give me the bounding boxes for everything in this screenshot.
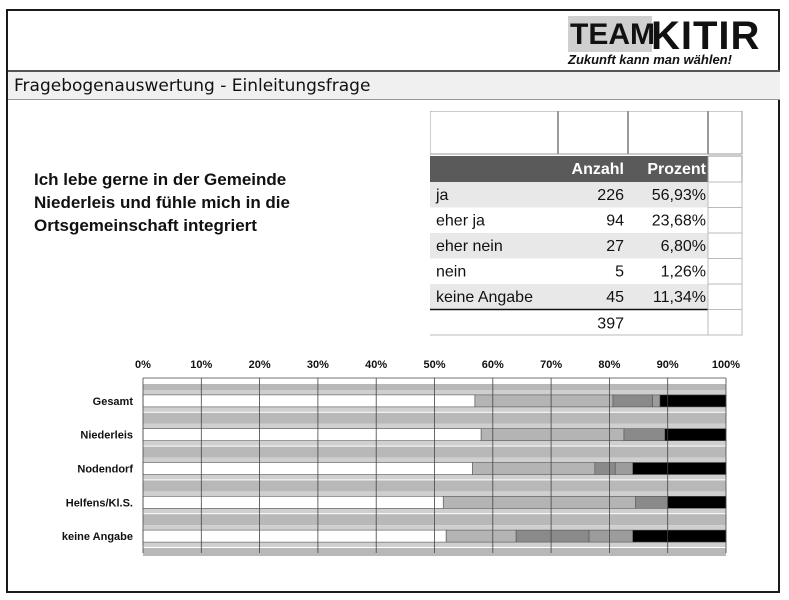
table-row-background [430,182,708,208]
question-line-1: Ich lebe gerne in der Gemeinde [34,170,287,189]
table-cell-count: 45 [606,289,624,306]
table-row-spare-cell [707,181,743,208]
chart-bar-segment [142,495,444,509]
chart-bar-segment [515,529,590,543]
chart-category-label: Niederleis [80,430,133,442]
logo-kitir-text: KITIR [651,14,761,58]
question-text: Ich lebe gerne in der Gemeinde Niederlei… [34,168,364,237]
table-row-background [430,284,708,310]
chart-bar-segment [142,394,476,408]
table-cell-label: eher ja [436,213,485,230]
chart-x-tick-label: 80% [598,359,620,371]
table-total-value: 397 [597,316,624,333]
table-cell-label: keine Angabe [436,289,533,306]
chart-bar-segment [445,529,517,543]
table-row-background [430,207,708,233]
table-cell-percent: 23,68% [652,213,706,230]
chart-bar-segment [142,462,473,475]
logo-slogan: Zukunft kann man wählen! [568,52,732,67]
chart-category-label: Helfens/Kl.S. [66,497,133,509]
chart-bar-segment [635,495,669,509]
logo-team-text: TEAM [570,18,655,51]
table-cell-percent: 1,26% [661,264,706,281]
chart-x-tick-label: 60% [482,359,504,371]
question-line-3: Ortsgemeinschaft integriert [34,216,257,235]
table-cell-label: eher nein [436,238,503,255]
table-cell-count: 226 [597,187,624,204]
table-cell-percent: 56,93% [652,187,706,204]
team-kitir-logo: TEAM KITIR Zukunft kann man wählen! [568,12,780,70]
chart-x-tick-label: 100% [712,359,740,371]
chart-category-label: Nodendorf [77,464,133,476]
table-header-anzahl: Anzahl [572,161,624,178]
chart-x-tick-label: 30% [307,359,329,371]
results-table-svg: Anzahl Prozent ja 226 56,93% eher ja 94 23,68% e… [430,111,743,336]
table-row-background [430,233,708,259]
chart-x-tick-label: 10% [190,359,212,371]
chart-bar-segment [632,529,727,543]
table-cell-label: ja [435,187,449,204]
table-cell-count: 27 [606,238,624,255]
chart-bar-segment [142,529,447,543]
table-cell-percent: 6,80% [661,238,706,255]
chart-category-label: keine Angabe [62,531,133,543]
chart-x-tick-label: 90% [657,359,679,371]
table-cell-label: nein [436,264,466,281]
table-total-spare-cell [707,309,743,336]
chart-bar-segment [652,394,661,408]
table-header-background [430,156,708,182]
table-row-spare-cell [707,258,743,285]
chart-bar-segment [664,428,727,442]
page-title: Fragebogenauswertung - Einleitungsfrage [14,76,371,96]
table-header-spare-cell [707,155,743,183]
chart-bar-segment [667,495,727,509]
chart-bar-segment [480,428,625,442]
results-table: Anzahl Prozent ja 226 56,93% eher ja 94 23,68% e… [430,111,745,341]
chart-x-tick-label: 40% [365,359,387,371]
chart-x-tick-label: 0% [135,359,151,371]
chart-bar-segment [659,394,727,408]
table-cell-count: 5 [615,264,624,281]
chart-bar-segment [442,495,636,509]
chart-bar-segment [594,462,616,475]
chart-bar-segment [474,394,614,408]
table-row-background [430,258,708,284]
chart-x-tick-label: 50% [423,359,445,371]
chart-bar-segment [612,394,653,408]
chart-x-tick-label: 70% [540,359,562,371]
chart-bar-segment [142,428,482,442]
title-bar: Fragebogenauswertung - Einleitungsfrage [8,70,780,100]
chart-bar-segment [588,529,634,543]
table-top-blank [430,111,743,155]
chart-bar-segment [472,462,596,475]
table-row-spare-cell [707,207,743,234]
chart-category-label: Gesamt [93,396,134,408]
chart-bar-segment [614,462,634,475]
logo-team-background [568,16,652,52]
table-cell-percent: 11,34% [653,289,706,306]
chart-x-tick-label: 20% [249,359,271,371]
table-header-prozent: Prozent [647,161,706,178]
question-line-2: Niederleis und fühle mich in die [34,193,290,212]
chart-bar-segment [623,428,666,442]
chart-bar-segment [632,462,727,475]
table-cell-count: 94 [606,213,624,230]
